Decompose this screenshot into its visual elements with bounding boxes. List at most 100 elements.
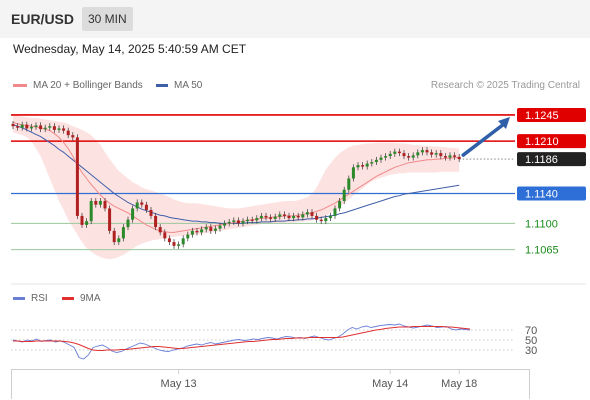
candle bbox=[103, 200, 107, 209]
candle bbox=[200, 229, 204, 233]
candle bbox=[310, 212, 314, 216]
candle bbox=[112, 230, 116, 243]
candle bbox=[126, 219, 130, 228]
candle bbox=[246, 219, 250, 222]
rsi-level-label: 30 bbox=[525, 345, 537, 357]
candle bbox=[195, 230, 199, 233]
candle bbox=[43, 127, 47, 130]
candle bbox=[108, 208, 112, 231]
candle bbox=[282, 214, 286, 216]
candle bbox=[80, 215, 84, 225]
candle bbox=[213, 228, 217, 231]
time-axis-frame bbox=[11, 369, 530, 399]
candle bbox=[52, 126, 56, 130]
candle bbox=[448, 155, 452, 158]
legend-ma50: MA 50 bbox=[156, 80, 202, 91]
candle bbox=[301, 214, 305, 218]
level-tag-1.1186 bbox=[517, 152, 586, 167]
candle bbox=[259, 215, 263, 219]
x-tick-label: May 18 bbox=[441, 378, 477, 390]
candle bbox=[457, 156, 461, 160]
candle bbox=[232, 220, 236, 222]
candle bbox=[328, 215, 332, 219]
level-tag-1.1210 bbox=[517, 134, 586, 149]
level-label-1.1140: 1.1140 bbox=[525, 188, 558, 200]
level-label-1.1100: 1.1100 bbox=[525, 218, 558, 230]
timeframe-button[interactable]: 30 MIN bbox=[82, 7, 133, 31]
candle bbox=[305, 212, 309, 215]
candle bbox=[264, 215, 268, 218]
candle bbox=[416, 152, 420, 156]
candle bbox=[388, 153, 392, 157]
candle bbox=[154, 215, 158, 228]
ma20-swatch bbox=[13, 83, 27, 87]
candle bbox=[57, 128, 61, 130]
candle bbox=[397, 151, 401, 154]
candle bbox=[365, 163, 369, 167]
candle bbox=[140, 202, 144, 205]
timestamp: Wednesday, May 14, 2025 5:40:59 AM CET bbox=[13, 42, 247, 56]
candle bbox=[98, 200, 102, 205]
level-label-1.1065: 1.1065 bbox=[525, 245, 559, 257]
candle bbox=[34, 125, 38, 127]
candle bbox=[71, 135, 75, 138]
rsi-ma9-line bbox=[13, 326, 471, 351]
candle bbox=[25, 124, 29, 129]
level-label-1.1210: 1.1210 bbox=[525, 136, 559, 148]
candle bbox=[411, 155, 415, 158]
rsi-line bbox=[12, 323, 471, 360]
symbol-label: EUR/USD bbox=[11, 11, 75, 27]
candle bbox=[273, 216, 277, 219]
candle bbox=[324, 218, 328, 222]
candle bbox=[315, 215, 319, 220]
legend-rsi-label: RSI bbox=[31, 293, 48, 304]
rsi-swatch bbox=[13, 296, 25, 300]
candle bbox=[269, 217, 273, 219]
candle bbox=[48, 126, 52, 128]
candle bbox=[158, 227, 162, 233]
candle bbox=[255, 218, 259, 221]
legend-rsi: RSI bbox=[13, 293, 48, 304]
candle bbox=[39, 125, 43, 130]
bollinger-band bbox=[13, 115, 460, 260]
candle bbox=[177, 244, 181, 246]
candle bbox=[347, 178, 351, 190]
candle bbox=[402, 153, 406, 157]
forecast-arrow bbox=[461, 122, 506, 157]
level-tag-1.1140 bbox=[517, 186, 586, 201]
candle bbox=[227, 221, 231, 224]
candle bbox=[296, 215, 300, 218]
level-label-1.1245: 1.1245 bbox=[525, 110, 559, 122]
candle bbox=[117, 238, 121, 243]
candle bbox=[342, 189, 346, 201]
candle bbox=[20, 124, 24, 128]
candle bbox=[186, 234, 190, 239]
candle bbox=[407, 156, 411, 158]
candle bbox=[338, 200, 342, 209]
candle bbox=[75, 137, 79, 216]
candle bbox=[287, 215, 291, 219]
ma50-swatch bbox=[156, 83, 168, 87]
candle bbox=[379, 157, 383, 160]
candle bbox=[121, 227, 125, 239]
candle bbox=[370, 162, 374, 164]
candle bbox=[420, 150, 424, 153]
candle bbox=[374, 159, 378, 163]
candle bbox=[85, 221, 89, 225]
candle bbox=[167, 238, 171, 243]
candle bbox=[62, 128, 66, 131]
candle bbox=[135, 202, 139, 209]
legend-9ma: 9MA bbox=[62, 293, 101, 304]
chart-header: EUR/USD 30 MIN bbox=[0, 0, 590, 38]
candle bbox=[181, 238, 185, 245]
research-credit: Research © 2025 Trading Central bbox=[430, 80, 580, 91]
legend-9ma-label: 9MA bbox=[80, 293, 101, 304]
candle bbox=[223, 223, 227, 226]
candle bbox=[425, 150, 429, 153]
candle bbox=[29, 126, 33, 129]
candle bbox=[172, 242, 176, 246]
candle bbox=[356, 165, 360, 168]
candle bbox=[149, 209, 153, 216]
candle bbox=[241, 221, 245, 224]
